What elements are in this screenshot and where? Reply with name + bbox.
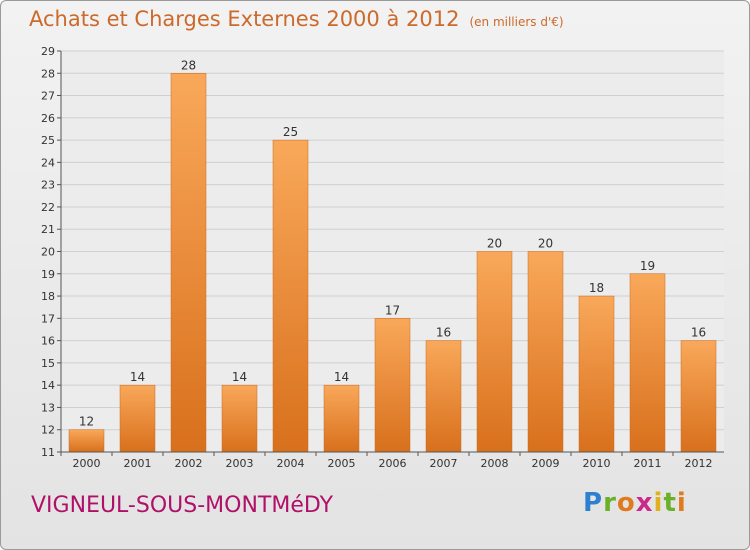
x-tick-label: 2000 [73, 457, 101, 470]
y-tick-label: 16 [41, 335, 55, 348]
value-label: 16 [691, 326, 706, 340]
x-tick-label: 2005 [328, 457, 356, 470]
y-tick-label: 25 [41, 134, 55, 147]
bar-2005 [323, 384, 360, 453]
value-label: 12 [79, 415, 94, 429]
chart-unit: (en milliers d'€) [469, 15, 564, 29]
y-tick-label: 22 [41, 201, 55, 214]
y-tick-label: 13 [41, 401, 55, 414]
bar-2004 [272, 139, 309, 453]
x-tick-label: 2010 [583, 457, 611, 470]
bar-2006 [374, 318, 411, 453]
y-tick-labels: 11 12 13 14 15 16 17 18 19 20 21 22 23 24 25 26 27 28 29 [41, 45, 61, 459]
value-label: 19 [640, 259, 655, 273]
x-tick-label: 2012 [685, 457, 713, 470]
x-tick-label: 2002 [175, 457, 203, 470]
chart-title: Achats et Charges Externes 2000 à 2012 [29, 7, 460, 31]
bar-2007 [425, 340, 462, 453]
y-tick-label: 17 [41, 312, 55, 325]
bar-2002 [170, 73, 207, 453]
y-tick-label: 20 [41, 246, 55, 259]
y-tick-label: 27 [41, 90, 55, 103]
y-tick-label: 26 [41, 112, 55, 125]
proxiti-logo[interactable]: Proxiti [583, 488, 687, 518]
bar-2001 [119, 384, 156, 453]
y-tick-label: 19 [41, 268, 55, 281]
bar-2010 [578, 295, 615, 453]
y-tick-label: 12 [41, 424, 55, 437]
value-label: 18 [589, 281, 604, 295]
bar-2009 [527, 251, 564, 453]
value-label: 16 [436, 326, 451, 340]
y-tick-label: 18 [41, 290, 55, 303]
bar-2012 [680, 340, 717, 453]
value-label: 17 [385, 303, 400, 317]
x-tick-labels: 2000 2001 2002 2003 2004 2005 2006 2007 2008 2009… [60, 452, 713, 470]
x-tick-label: 2004 [277, 457, 305, 470]
bars-group [68, 73, 717, 453]
commune-name: VIGNEUL-SOUS-MONTMéDY [31, 493, 334, 518]
y-tick-label: 29 [41, 45, 55, 58]
x-tick-label: 2009 [532, 457, 560, 470]
y-tick-label: 11 [41, 446, 55, 459]
value-label: 25 [283, 125, 298, 139]
bar-2011 [629, 273, 666, 453]
x-tick-label: 2007 [430, 457, 458, 470]
value-label: 14 [334, 370, 349, 384]
x-tick-label: 2011 [634, 457, 662, 470]
value-labels: 12 14 28 14 25 14 17 16 20 20 18 19 16 [79, 58, 706, 428]
y-tick-label: 14 [41, 379, 55, 392]
y-tick-label: 24 [41, 156, 55, 169]
x-tick-label: 2008 [481, 457, 509, 470]
x-tick-label: 2006 [379, 457, 407, 470]
y-tick-label: 28 [41, 67, 55, 80]
bar-2000 [68, 429, 105, 453]
value-label: 28 [181, 58, 196, 72]
bar-2003 [221, 384, 258, 453]
x-tick-label: 2003 [226, 457, 254, 470]
y-tick-label: 23 [41, 179, 55, 192]
chart-title-block: Achats et Charges Externes 2000 à 2012 (e… [29, 7, 564, 31]
value-label: 14 [130, 370, 145, 384]
value-label: 20 [487, 237, 502, 251]
value-label: 14 [232, 370, 247, 384]
value-label: 20 [538, 237, 553, 251]
y-tick-label: 15 [41, 357, 55, 370]
x-tick-label: 2001 [124, 457, 152, 470]
bar-2008 [476, 251, 513, 453]
y-tick-label: 21 [41, 223, 55, 236]
